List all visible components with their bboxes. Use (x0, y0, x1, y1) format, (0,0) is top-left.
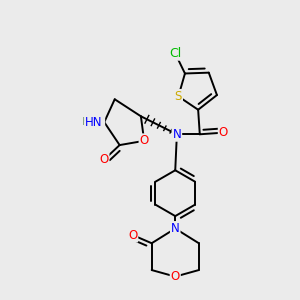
Text: O: O (219, 126, 228, 139)
Text: S: S (175, 90, 182, 103)
Text: Cl: Cl (169, 47, 181, 60)
Text: N: N (172, 128, 181, 141)
Text: O: O (171, 270, 180, 283)
Text: HN: HN (85, 116, 103, 129)
Text: O: O (99, 153, 109, 166)
Text: O: O (128, 229, 137, 242)
Text: O: O (140, 134, 149, 147)
Text: N: N (171, 222, 180, 235)
Text: H–N: H–N (82, 117, 104, 127)
